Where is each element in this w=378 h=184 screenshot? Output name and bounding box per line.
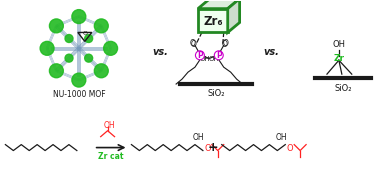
Text: OH: OH (276, 133, 287, 142)
Circle shape (94, 19, 108, 33)
Text: OH: OH (193, 133, 205, 142)
Circle shape (85, 35, 93, 43)
Circle shape (85, 54, 93, 62)
Circle shape (195, 51, 204, 60)
Circle shape (104, 41, 118, 55)
Polygon shape (198, 0, 240, 9)
Circle shape (50, 64, 64, 78)
Text: O: O (190, 39, 196, 48)
Text: NU-1000 MOF: NU-1000 MOF (53, 90, 105, 99)
Polygon shape (228, 0, 240, 32)
Text: SiO₂: SiO₂ (334, 84, 352, 93)
Text: OH: OH (209, 56, 219, 62)
Circle shape (40, 41, 54, 55)
Text: vs.: vs. (263, 47, 279, 57)
Circle shape (72, 10, 86, 24)
Text: OH: OH (104, 121, 115, 130)
Text: Zr cat: Zr cat (98, 152, 123, 161)
Text: SiO₂: SiO₂ (207, 89, 225, 98)
Text: O: O (82, 31, 87, 36)
Text: OH: OH (200, 56, 210, 62)
Circle shape (72, 73, 86, 87)
Circle shape (65, 35, 73, 43)
Circle shape (94, 64, 108, 78)
Text: O: O (191, 40, 197, 49)
Text: vs.: vs. (152, 47, 168, 57)
Polygon shape (198, 9, 228, 32)
Text: O: O (287, 144, 294, 153)
Text: +: + (208, 141, 218, 154)
Text: O: O (223, 39, 229, 48)
Text: O: O (204, 144, 211, 153)
Text: P: P (197, 51, 203, 60)
Circle shape (50, 19, 64, 33)
Text: Zr₆: Zr₆ (203, 15, 223, 28)
Text: O: O (222, 40, 228, 49)
Text: Zr: Zr (333, 54, 344, 63)
Circle shape (214, 51, 223, 60)
Text: P: P (216, 51, 222, 60)
Text: OH: OH (332, 40, 345, 49)
Circle shape (65, 54, 73, 62)
